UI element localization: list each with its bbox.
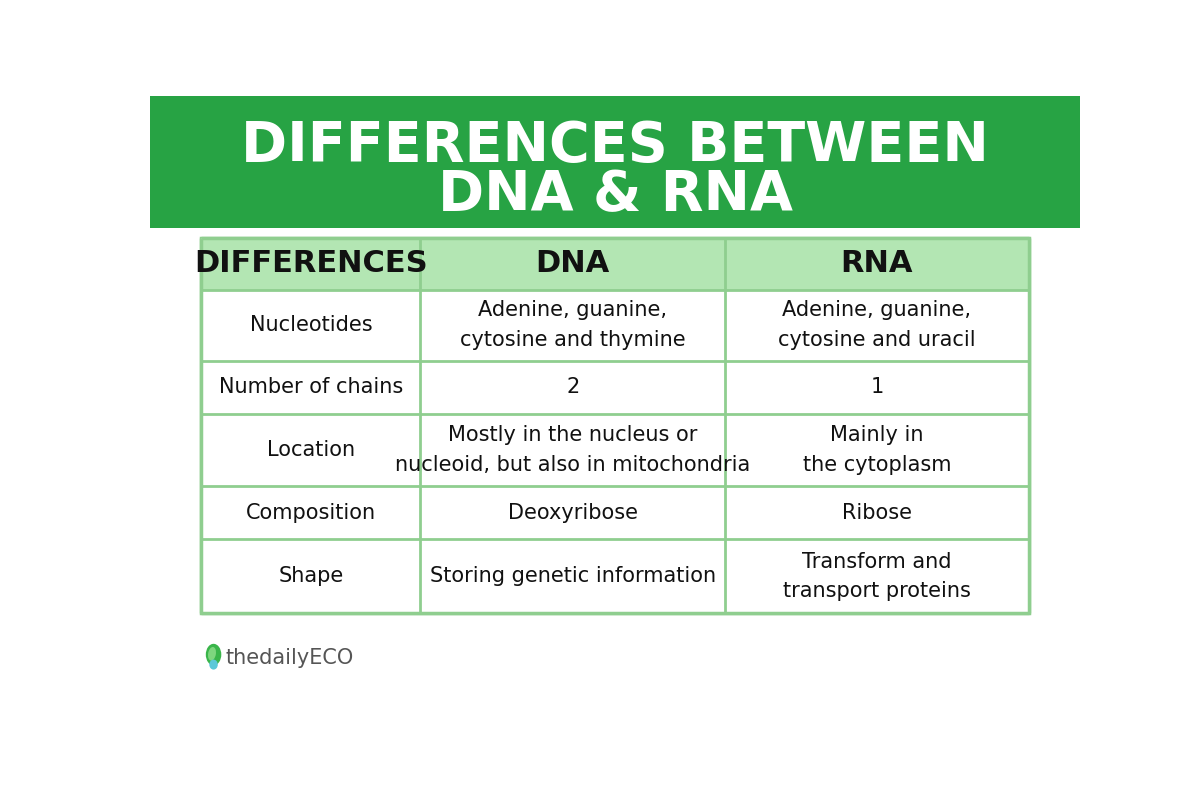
Text: Adenine, guanine,
cytosine and uracil: Adenine, guanine, cytosine and uracil: [778, 301, 976, 350]
FancyBboxPatch shape: [420, 238, 725, 290]
FancyBboxPatch shape: [725, 414, 1028, 486]
Text: DNA: DNA: [535, 250, 610, 278]
Text: DIFFERENCES: DIFFERENCES: [194, 250, 427, 278]
Text: Ribose: Ribose: [842, 502, 912, 522]
FancyBboxPatch shape: [202, 238, 420, 290]
FancyBboxPatch shape: [202, 290, 420, 361]
Ellipse shape: [208, 647, 216, 661]
FancyBboxPatch shape: [725, 361, 1028, 414]
Text: Composition: Composition: [246, 502, 376, 522]
Text: thedailyECO: thedailyECO: [226, 648, 354, 668]
Ellipse shape: [206, 644, 221, 666]
Text: RNA: RNA: [841, 250, 913, 278]
FancyBboxPatch shape: [202, 486, 420, 539]
FancyBboxPatch shape: [725, 238, 1028, 290]
Text: Number of chains: Number of chains: [218, 378, 403, 398]
Text: Location: Location: [266, 440, 355, 460]
FancyBboxPatch shape: [150, 96, 1080, 229]
Text: 1: 1: [870, 378, 883, 398]
Text: 2: 2: [566, 378, 580, 398]
FancyBboxPatch shape: [420, 361, 725, 414]
Text: Nucleotides: Nucleotides: [250, 315, 372, 335]
Text: Adenine, guanine,
cytosine and thymine: Adenine, guanine, cytosine and thymine: [460, 301, 685, 350]
FancyBboxPatch shape: [420, 539, 725, 614]
Text: Deoxyribose: Deoxyribose: [508, 502, 637, 522]
FancyBboxPatch shape: [725, 290, 1028, 361]
FancyBboxPatch shape: [202, 361, 420, 414]
FancyBboxPatch shape: [202, 539, 420, 614]
Text: Mostly in the nucleus or
nucleoid, but also in mitochondria: Mostly in the nucleus or nucleoid, but a…: [395, 425, 750, 474]
Text: Transform and
transport proteins: Transform and transport proteins: [784, 552, 971, 602]
Text: DNA & RNA: DNA & RNA: [438, 168, 792, 222]
Ellipse shape: [209, 659, 218, 670]
Text: Storing genetic information: Storing genetic information: [430, 566, 716, 586]
FancyBboxPatch shape: [202, 238, 1028, 614]
FancyBboxPatch shape: [420, 486, 725, 539]
FancyBboxPatch shape: [420, 414, 725, 486]
FancyBboxPatch shape: [420, 290, 725, 361]
FancyBboxPatch shape: [725, 486, 1028, 539]
Text: Mainly in
the cytoplasm: Mainly in the cytoplasm: [803, 425, 952, 474]
Text: Shape: Shape: [278, 566, 343, 586]
FancyBboxPatch shape: [725, 539, 1028, 614]
FancyBboxPatch shape: [202, 414, 420, 486]
Text: DIFFERENCES BETWEEN: DIFFERENCES BETWEEN: [241, 119, 989, 174]
